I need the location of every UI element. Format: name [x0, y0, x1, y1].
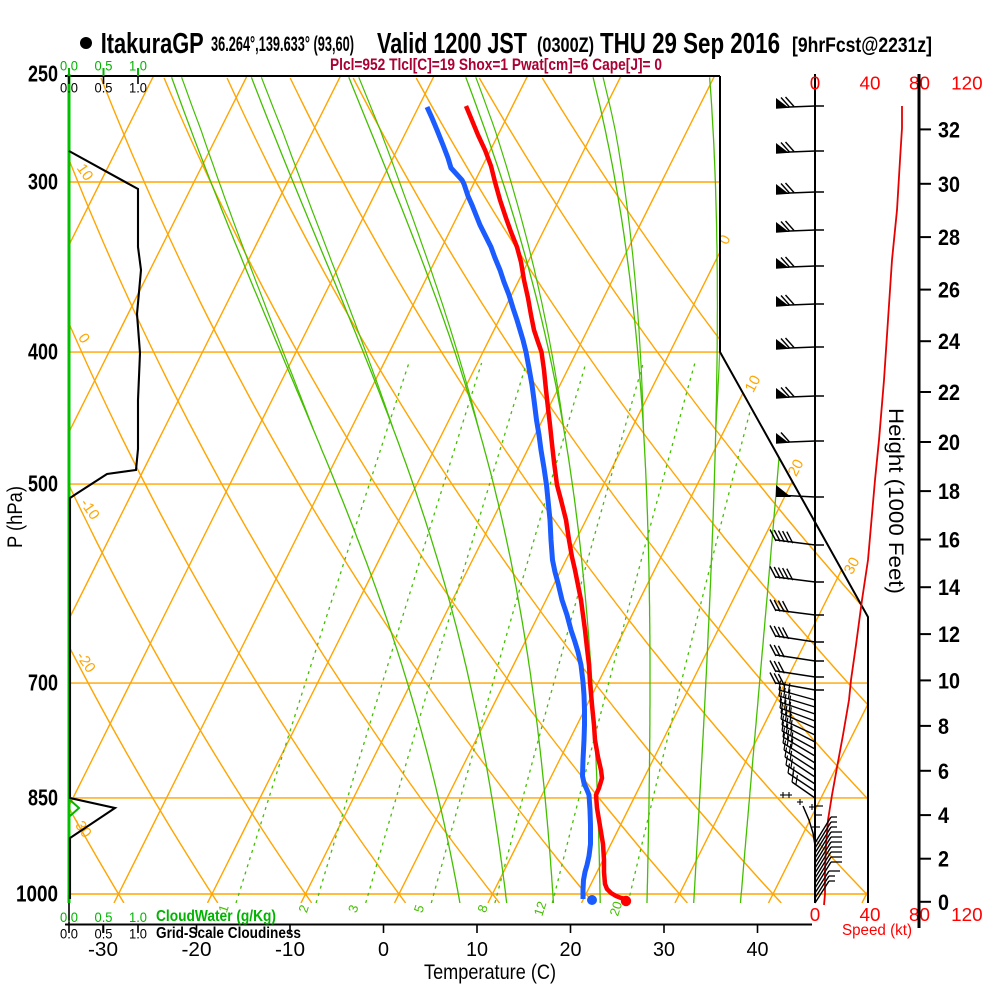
svg-text:Grid-Scale Cloudiness: Grid-Scale Cloudiness — [156, 925, 301, 942]
svg-text:Valid 1200 JST: Valid 1200 JST — [377, 28, 527, 60]
svg-text:12: 12 — [938, 622, 960, 647]
svg-text:400: 400 — [28, 339, 58, 365]
svg-text:32: 32 — [938, 117, 960, 142]
svg-text:8: 8 — [938, 714, 949, 739]
svg-text:0: 0 — [810, 74, 821, 94]
svg-text:Height (1000 Feet): Height (1000 Feet) — [884, 408, 907, 594]
svg-text:-20: -20 — [182, 939, 212, 961]
svg-text:ItakuraGP: ItakuraGP — [101, 28, 204, 60]
svg-text:30: 30 — [938, 172, 960, 197]
svg-text:36.264°,139.633° (93,60): 36.264°,139.633° (93,60) — [211, 33, 354, 56]
svg-text:500: 500 — [28, 471, 58, 497]
svg-text:0.0: 0.0 — [60, 80, 78, 96]
svg-text:18: 18 — [938, 479, 960, 504]
svg-text:120: 120 — [951, 74, 983, 94]
svg-text:P (hPa): P (hPa) — [4, 486, 27, 548]
svg-text:850: 850 — [28, 784, 58, 810]
svg-text:2: 2 — [938, 847, 949, 872]
svg-text:0.0: 0.0 — [60, 58, 78, 74]
svg-text:1.0: 1.0 — [129, 58, 147, 74]
svg-text:250: 250 — [28, 61, 58, 87]
svg-text:CloudWater (g/Kg): CloudWater (g/Kg) — [156, 908, 276, 925]
svg-text:14: 14 — [938, 575, 961, 600]
svg-text:4: 4 — [938, 803, 950, 828]
svg-text:40: 40 — [860, 905, 881, 925]
svg-text:40: 40 — [747, 939, 769, 961]
svg-text:1.0: 1.0 — [129, 926, 147, 942]
svg-text:22: 22 — [938, 380, 960, 405]
svg-text:(0300Z): (0300Z) — [537, 34, 594, 57]
svg-text:30: 30 — [653, 939, 675, 961]
svg-text:20: 20 — [938, 430, 960, 455]
svg-text:Temperature (C): Temperature (C) — [424, 961, 556, 984]
svg-text:0.5: 0.5 — [95, 926, 113, 942]
svg-text:1.0: 1.0 — [129, 80, 147, 96]
svg-text:2: 2 — [295, 903, 312, 915]
svg-text:6: 6 — [938, 759, 949, 784]
svg-text:0: 0 — [938, 890, 949, 915]
svg-text:0.5: 0.5 — [95, 909, 113, 925]
svg-text:10: 10 — [73, 161, 96, 184]
svg-text:0.5: 0.5 — [95, 80, 113, 96]
svg-text:[9hrFcst@2231z]: [9hrFcst@2231z] — [792, 34, 932, 57]
svg-text:0.0: 0.0 — [60, 909, 78, 925]
svg-text:24: 24 — [938, 329, 961, 354]
svg-text:28: 28 — [938, 225, 960, 250]
svg-text:10: 10 — [938, 668, 960, 693]
svg-text:20: 20 — [606, 899, 625, 917]
svg-text:30: 30 — [841, 555, 864, 578]
svg-text:Plcl=952 Tlcl[C]=19 Shox=1 Pwa: Plcl=952 Tlcl[C]=19 Shox=1 Pwat[cm]=6 Ca… — [330, 55, 662, 74]
svg-text:1: 1 — [215, 903, 232, 915]
svg-text:0: 0 — [378, 939, 389, 961]
svg-text:300: 300 — [28, 169, 58, 195]
svg-text:20: 20 — [560, 939, 582, 961]
svg-text:12: 12 — [531, 899, 550, 917]
svg-text:5: 5 — [411, 903, 428, 915]
svg-text:0: 0 — [810, 905, 821, 925]
svg-text:16: 16 — [938, 528, 960, 553]
svg-text:10: 10 — [742, 373, 765, 396]
svg-text:3: 3 — [345, 903, 362, 915]
svg-text:20: 20 — [785, 457, 808, 480]
svg-text:0.0: 0.0 — [60, 926, 78, 942]
svg-text:Speed (kt): Speed (kt) — [842, 922, 912, 939]
svg-text:-30: -30 — [88, 939, 118, 961]
svg-text:10: 10 — [466, 939, 488, 961]
svg-text:0.5: 0.5 — [95, 58, 113, 74]
svg-text:THU 29 Sep 2016: THU 29 Sep 2016 — [600, 28, 780, 60]
svg-text:26: 26 — [938, 278, 960, 303]
svg-text:700: 700 — [28, 670, 58, 696]
svg-text:8: 8 — [474, 903, 491, 915]
svg-text:-10: -10 — [275, 939, 305, 961]
svg-text:1000: 1000 — [16, 881, 58, 907]
svg-text:1.0: 1.0 — [129, 909, 147, 925]
svg-text:120: 120 — [951, 905, 983, 925]
svg-text:40: 40 — [860, 74, 881, 94]
